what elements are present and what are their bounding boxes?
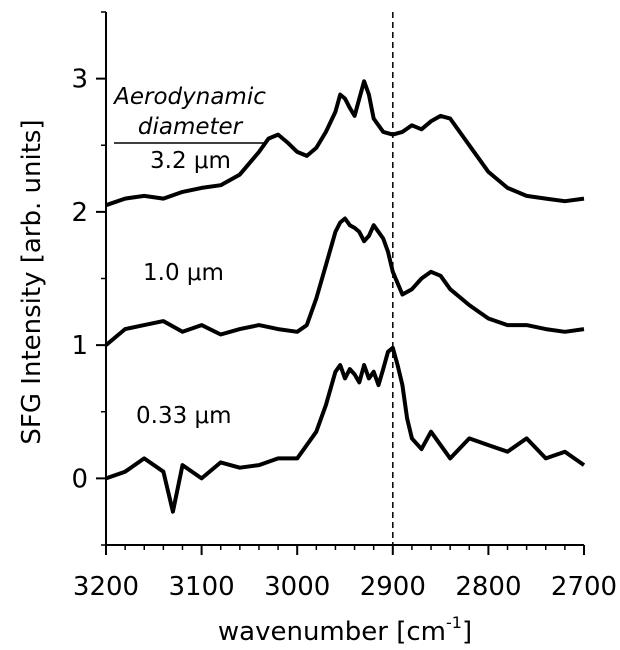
y-tick-label: 1 bbox=[71, 331, 88, 361]
series-line-0 bbox=[105, 79, 585, 208]
x-axis-label-superscript: -1 bbox=[446, 613, 462, 632]
series-label-0.33um: 0.33 μm bbox=[136, 403, 232, 429]
series-label-1.0um: 1.0 μm bbox=[143, 260, 224, 286]
series-line-1 bbox=[104, 216, 585, 347]
x-tick-label: 3000 bbox=[264, 572, 330, 602]
y-ticks: 0 1 2 3 bbox=[71, 11, 106, 546]
legend-header: Aerodynamic diameter bbox=[112, 84, 266, 144]
legend-header-line1: Aerodynamic bbox=[112, 84, 266, 110]
x-tick-label: 2800 bbox=[455, 572, 521, 602]
x-axis-label-main: wavenumber [cm bbox=[218, 617, 446, 647]
series-label-3.2um: 3.2 μm bbox=[150, 148, 231, 174]
x-axis-label: wavenumber [cm-1] bbox=[218, 613, 472, 647]
plot-area: 0 1 2 3 3200 3100 3000 2900 2800 2700 bbox=[71, 11, 617, 602]
x-tick-label: 3100 bbox=[169, 572, 235, 602]
series-layer bbox=[104, 79, 586, 514]
y-tick-label: 3 bbox=[71, 65, 88, 95]
x-tick-label: 2900 bbox=[360, 572, 426, 602]
x-ticks: 3200 3100 3000 2900 2800 2700 bbox=[73, 545, 617, 602]
y-tick-label: 0 bbox=[71, 464, 88, 494]
y-tick-label: 2 bbox=[71, 198, 88, 228]
x-tick-label: 3200 bbox=[73, 572, 139, 602]
x-axis-label-tail: ] bbox=[462, 617, 472, 647]
series-line-2 bbox=[105, 345, 586, 514]
legend-header-line2: diameter bbox=[138, 114, 244, 140]
x-tick-label: 2700 bbox=[551, 572, 617, 602]
y-axis-label: SFG Intensity [arb. units] bbox=[17, 119, 47, 444]
